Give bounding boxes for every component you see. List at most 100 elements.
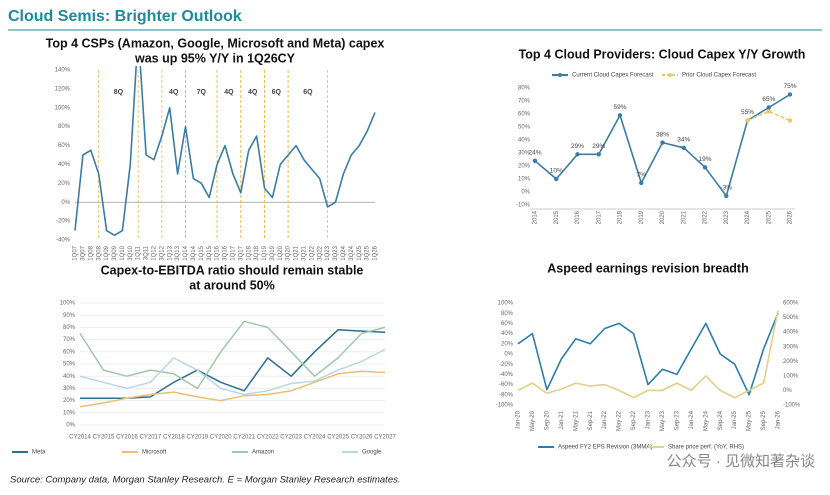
chart-title: at around 50% bbox=[189, 278, 274, 292]
y-tick-label: 30% bbox=[63, 386, 76, 392]
y-tick-label: -40% bbox=[56, 238, 71, 244]
x-tick-label: 1Q10 bbox=[120, 245, 126, 260]
x-tick-label: 3Q12 bbox=[159, 245, 165, 260]
y-tick-label: 100% bbox=[498, 301, 514, 307]
y-tick-label: -100% bbox=[496, 403, 514, 409]
x-tick-label: 1Q16 bbox=[215, 245, 221, 260]
x-tick-label: 1Q14 bbox=[183, 245, 189, 260]
x-tick-label: May-25 bbox=[747, 410, 753, 431]
y-tick-label: 60% bbox=[501, 321, 514, 327]
point bbox=[766, 105, 771, 110]
y-tick-label: 50% bbox=[63, 362, 76, 368]
point bbox=[681, 145, 686, 150]
x-tick-label: CY2027 bbox=[374, 435, 396, 441]
x-tick-label: 1Q24 bbox=[341, 245, 347, 260]
point bbox=[639, 180, 644, 186]
y2-tick-label: -100% bbox=[783, 403, 801, 409]
y-tick-label: 80% bbox=[518, 86, 531, 92]
watermark: 公众号 · 见微知著杂谈 bbox=[667, 453, 815, 470]
y2-tick-label: 200% bbox=[783, 359, 799, 365]
y2-tick-label: 100% bbox=[783, 373, 799, 379]
x-tick-label: 3Q19 bbox=[270, 245, 276, 260]
chart-title: Capex-to-EBITDA ratio should remain stab… bbox=[101, 263, 364, 277]
chart-title: Aspeed earnings revision breadth bbox=[547, 261, 748, 275]
point bbox=[596, 152, 601, 157]
x-tick-label: 1Q19 bbox=[262, 245, 268, 260]
x-tick-label: 3Q07 bbox=[80, 245, 86, 260]
legend-label: Meta bbox=[32, 450, 46, 456]
x-tick-label: CY2021 bbox=[233, 435, 255, 441]
x-tick-label: May-21 bbox=[573, 410, 579, 431]
point bbox=[617, 113, 623, 118]
y-tick-label: 90% bbox=[63, 313, 76, 319]
x-tick-label: CY2017 bbox=[140, 435, 162, 441]
x-tick-label: Sep-25 bbox=[761, 410, 767, 430]
legend-label: Share price perf. (YoY, RHS) bbox=[668, 445, 744, 451]
x-tick-label: 2014 bbox=[533, 210, 539, 224]
legend-label: Aspeed FY2 EPS Revision (3MMA) bbox=[558, 445, 652, 451]
x-tick-label: Jan-22 bbox=[602, 410, 608, 429]
x-tick-label: 2022 bbox=[703, 210, 709, 224]
x-tick-label: 1Q12 bbox=[152, 245, 158, 260]
x-tick-label: CY2018 bbox=[163, 435, 185, 441]
y-tick-label: 40% bbox=[58, 162, 71, 168]
point bbox=[745, 118, 750, 123]
point bbox=[787, 92, 793, 97]
chart-title: Top 4 CSPs (Amazon, Google, Microsoft an… bbox=[46, 36, 385, 50]
point bbox=[660, 140, 665, 145]
x-tick-label: 3Q14 bbox=[191, 245, 197, 260]
y-tick-label: 140% bbox=[55, 68, 71, 74]
x-tick-label: 3Q21 bbox=[302, 245, 308, 260]
x-tick-label: CY2024 bbox=[304, 435, 326, 441]
point bbox=[787, 118, 793, 123]
value-label: 7% bbox=[637, 172, 647, 179]
x-tick-label: 3Q16 bbox=[223, 245, 229, 260]
series-line bbox=[517, 310, 779, 399]
annotation: 6Q bbox=[272, 89, 282, 96]
x-tick-label: 1Q13 bbox=[167, 245, 173, 260]
value-label: 38% bbox=[656, 131, 669, 138]
x-tick-label: 1Q17 bbox=[230, 245, 236, 260]
x-tick-label: Sep-24 bbox=[718, 410, 724, 430]
x-tick-label: Jan-25 bbox=[732, 410, 738, 429]
y-tick-label: 50% bbox=[518, 125, 531, 131]
legend-label: Google bbox=[362, 450, 382, 456]
y-tick-label: 70% bbox=[518, 99, 531, 105]
x-tick-label: CY2023 bbox=[280, 435, 302, 441]
x-tick-label: Jan-26 bbox=[776, 410, 782, 429]
y-tick-label: 60% bbox=[58, 143, 71, 149]
annotation: 4Q bbox=[169, 89, 179, 96]
x-tick-label: Jan-21 bbox=[559, 410, 565, 429]
value-label: 55% bbox=[741, 109, 754, 116]
series-line bbox=[79, 370, 386, 408]
x-tick-label: May-20 bbox=[530, 410, 536, 431]
x-tick-label: 3Q10 bbox=[128, 245, 134, 260]
y-tick-label: 20% bbox=[501, 341, 514, 347]
y-tick-label: -80% bbox=[499, 392, 514, 398]
y-tick-label: 20% bbox=[63, 398, 76, 404]
source-note: Source: Company data, Morgan Stanley Res… bbox=[10, 475, 401, 486]
x-tick-label: May-24 bbox=[703, 410, 709, 431]
y-tick-label: -20% bbox=[499, 362, 514, 368]
legend-label: Amazon bbox=[252, 450, 274, 456]
legend-label: Microsoft bbox=[142, 450, 167, 456]
x-tick-label: 3Q20 bbox=[286, 245, 292, 260]
x-tick-label: CY2014 bbox=[69, 435, 91, 441]
x-tick-label: 1Q23 bbox=[325, 245, 331, 260]
x-tick-label: 3Q23 bbox=[333, 245, 339, 260]
value-label: -3% bbox=[720, 185, 732, 192]
x-tick-label: Jan-24 bbox=[689, 410, 695, 429]
x-tick-label: 2021 bbox=[681, 210, 687, 224]
legend-marker bbox=[668, 73, 672, 77]
y-tick-label: 0% bbox=[521, 190, 530, 196]
x-tick-label: 3Q24 bbox=[349, 245, 355, 260]
x-tick-label: Jan-20 bbox=[516, 410, 522, 429]
annotation: 4Q bbox=[224, 89, 234, 96]
x-tick-label: Jan-23 bbox=[646, 410, 652, 429]
y-tick-label: 100% bbox=[60, 301, 76, 307]
y-tick-label: 60% bbox=[63, 349, 76, 355]
y-tick-label: 60% bbox=[518, 112, 531, 118]
x-tick-label: 1Q20 bbox=[278, 245, 284, 260]
x-tick-label: Sep-21 bbox=[588, 410, 594, 430]
